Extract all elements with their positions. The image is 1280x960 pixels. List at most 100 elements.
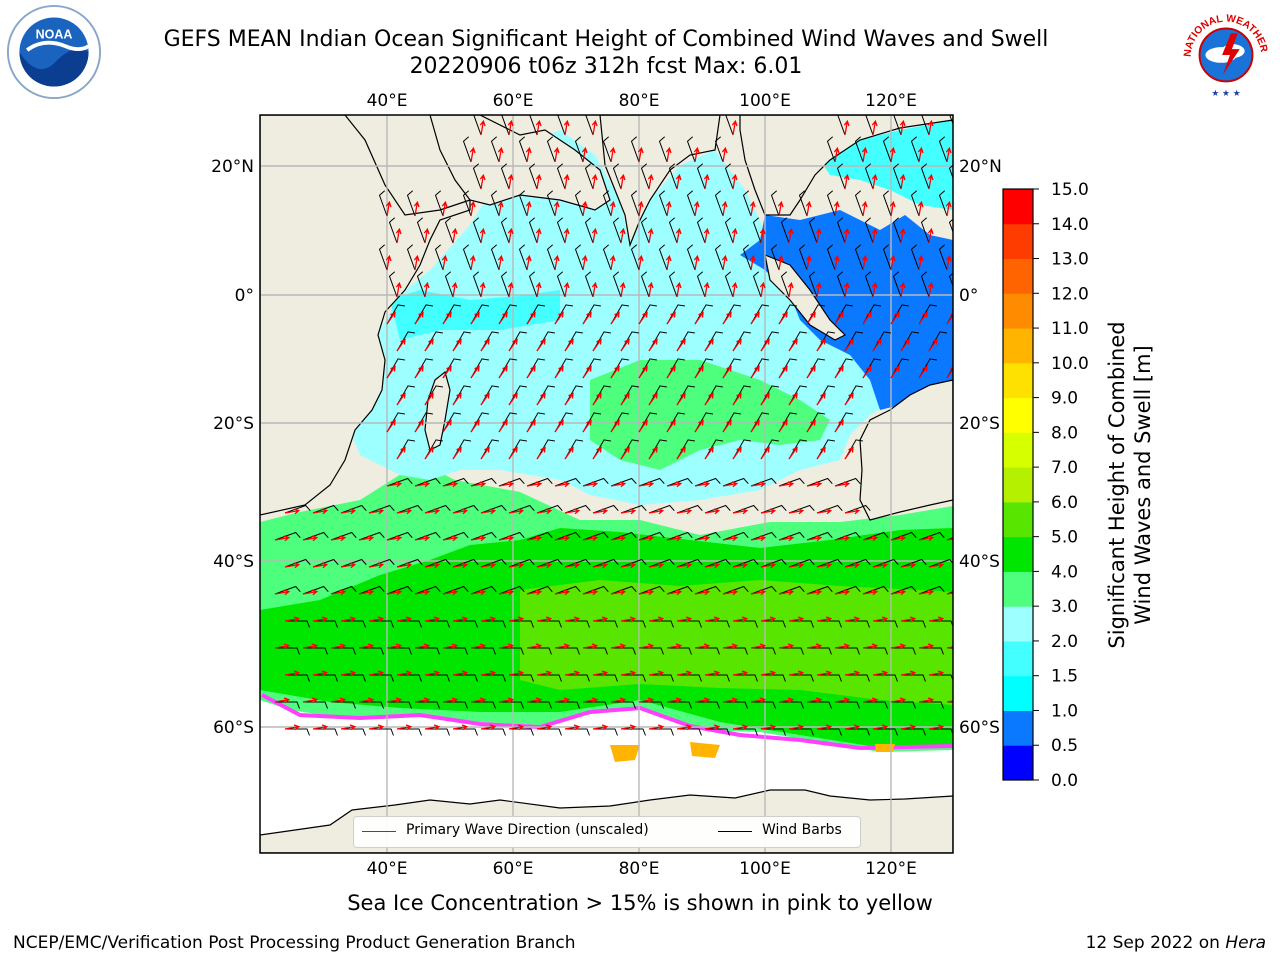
lat-tick-right: 20°S: [959, 414, 1000, 434]
wind-barb: [471, 701, 496, 709]
wind-barbs-legend-label: Wind Barbs: [762, 822, 842, 838]
colorbar-label-line1: Significant Height of Combined: [1105, 321, 1129, 648]
wave-direction-arrow: [536, 724, 553, 731]
wave-direction-arrow: [676, 338, 686, 352]
wind-barb: [556, 271, 566, 298]
lat-tick-right: 60°S: [959, 718, 1000, 738]
wind-barb: [751, 701, 776, 709]
wave-direction-arrow: [750, 311, 760, 325]
wind-barb: [733, 728, 758, 736]
wind-barb: [761, 728, 786, 736]
wave-direction-arrow: [340, 616, 357, 623]
wave-direction-arrow: [469, 200, 476, 217]
wave-direction-arrow: [750, 535, 767, 542]
wind-barb: [892, 163, 902, 190]
wave-direction-arrow: [946, 366, 953, 379]
credit-date-text: 12 Sep 2022 on: [1085, 933, 1226, 953]
wave-direction-arrow: [284, 724, 301, 731]
wind-barb: [501, 115, 510, 136]
lat-tick-left: 20°S: [213, 414, 254, 434]
wave-direction-arrow: [441, 200, 448, 217]
wind-barb: [284, 504, 311, 514]
wave-direction-arrow: [665, 146, 672, 163]
wave-direction-arrow: [368, 562, 385, 569]
wave-direction-arrow: [508, 724, 525, 731]
wave-direction-arrow: [731, 173, 738, 190]
wind-barb: [780, 217, 790, 244]
wind-barb: [302, 531, 329, 541]
wave-direction-arrow: [312, 562, 329, 569]
wave-direction-arrow: [676, 446, 686, 460]
wave-direction-arrow: [610, 535, 627, 542]
wave-direction-arrow: [638, 365, 648, 379]
wind-barb: [770, 190, 780, 217]
wave-direction-arrow: [665, 254, 672, 271]
wind-barb: [844, 558, 871, 568]
wave-direction-arrow: [666, 419, 676, 433]
wind-barb: [854, 244, 864, 271]
wave-direction-arrow: [900, 562, 917, 569]
wave-direction-arrow: [582, 535, 599, 542]
wind-barb: [508, 504, 535, 514]
wave-direction-arrow: [470, 419, 480, 433]
wave-direction-arrow: [928, 616, 945, 623]
wave-direction-arrow: [451, 227, 458, 244]
wave-direction-arrow: [844, 670, 861, 677]
wave-direction-arrow: [721, 254, 728, 271]
wave-direction-arrow: [638, 311, 648, 325]
wind-barb: [676, 558, 703, 568]
wave-direction-arrow: [554, 589, 571, 596]
wave-direction-arrow: [414, 697, 431, 704]
wind-barb: [837, 115, 846, 136]
wind-barb: [714, 244, 724, 271]
wind-barb: [742, 244, 752, 271]
wave-direction-arrow: [423, 281, 430, 298]
wave-direction-arrow: [526, 481, 543, 488]
wave-direction-arrow: [722, 419, 732, 433]
wave-direction-arrow: [704, 724, 721, 731]
wave-direction-arrow: [666, 365, 676, 379]
wind-barb: [816, 504, 843, 514]
wave-direction-arrow: [872, 562, 889, 569]
wind-barb: [882, 136, 892, 163]
wave-direction-arrow: [805, 254, 812, 271]
wave-direction-arrow: [526, 311, 536, 325]
wind-barb: [864, 271, 874, 298]
wind-barb: [416, 217, 426, 244]
wave-direction-arrow: [900, 724, 917, 731]
wave-direction-arrow: [479, 281, 486, 298]
wind-barb: [584, 217, 594, 244]
wave-direction-arrow: [890, 643, 907, 650]
wave-direction-arrow: [917, 146, 924, 163]
wave-direction-arrow: [918, 311, 928, 325]
wind-barb: [872, 558, 899, 568]
lon-tick-top: 100°E: [739, 91, 791, 111]
wave-direction-arrow: [918, 535, 935, 542]
wave-direction-arrow: [722, 589, 739, 596]
wave-direction-arrow: [423, 227, 430, 244]
wave-direction-arrow: [507, 227, 514, 244]
wave-direction-arrow: [760, 392, 770, 406]
wind-barb: [536, 504, 563, 514]
wind-barb: [714, 136, 724, 163]
wind-barb: [864, 217, 874, 244]
wave-direction-arrow: [918, 365, 928, 379]
wave-direction-arrow: [553, 146, 560, 163]
wind-barb: [583, 647, 608, 655]
wave-direction-arrow: [554, 419, 564, 433]
wave-direction-arrow: [470, 697, 487, 704]
wave-direction-arrow: [330, 535, 347, 542]
wind-barb: [891, 647, 916, 655]
wind-barb: [472, 163, 482, 190]
wave-direction-arrow: [284, 670, 301, 677]
colorbar-tick-label: 15.0: [1051, 180, 1089, 200]
wave-direction-arrow: [946, 312, 953, 325]
wind-barb: [920, 217, 930, 244]
wind-barb: [331, 701, 356, 709]
wave-direction-arrow: [871, 119, 878, 136]
wave-direction-arrow: [648, 616, 665, 623]
colorbar-tick-label: 12.0: [1051, 284, 1089, 304]
wind-barb: [864, 163, 874, 190]
wind-barb: [862, 531, 889, 541]
wave-direction-arrow: [777, 254, 784, 271]
